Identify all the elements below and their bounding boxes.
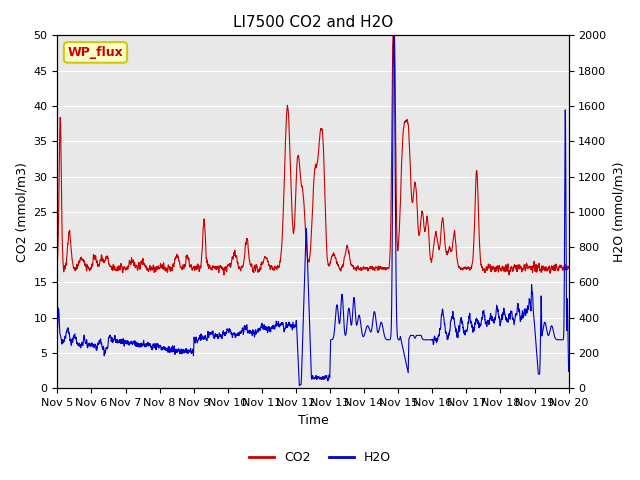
H2O	[272, 324, 280, 329]
Title: LI7500 CO2 and H2O: LI7500 CO2 and H2O	[233, 15, 393, 30]
H2O	[390, 33, 397, 38]
X-axis label: Time: Time	[298, 414, 328, 427]
Line: H2O: H2O	[58, 36, 568, 385]
CO2	[564, 264, 572, 270]
Y-axis label: H2O (mmol/m3): H2O (mmol/m3)	[612, 162, 625, 262]
H2O	[54, 325, 61, 331]
Text: WP_flux: WP_flux	[68, 46, 124, 59]
Legend: CO2, H2O: CO2, H2O	[244, 446, 396, 469]
Y-axis label: CO2 (mmol/m3): CO2 (mmol/m3)	[15, 162, 28, 262]
H2O	[142, 343, 150, 348]
H2O	[112, 339, 120, 345]
Line: CO2: CO2	[58, 36, 568, 275]
CO2	[505, 272, 513, 278]
H2O	[555, 337, 563, 343]
CO2	[250, 268, 257, 274]
CO2	[272, 265, 280, 271]
H2O	[296, 383, 303, 388]
CO2	[389, 33, 397, 38]
H2O	[500, 305, 508, 311]
CO2	[500, 267, 508, 273]
CO2	[555, 265, 563, 271]
CO2	[142, 264, 150, 269]
H2O	[250, 331, 257, 336]
CO2	[112, 268, 120, 274]
CO2	[54, 256, 61, 262]
H2O	[564, 369, 572, 374]
